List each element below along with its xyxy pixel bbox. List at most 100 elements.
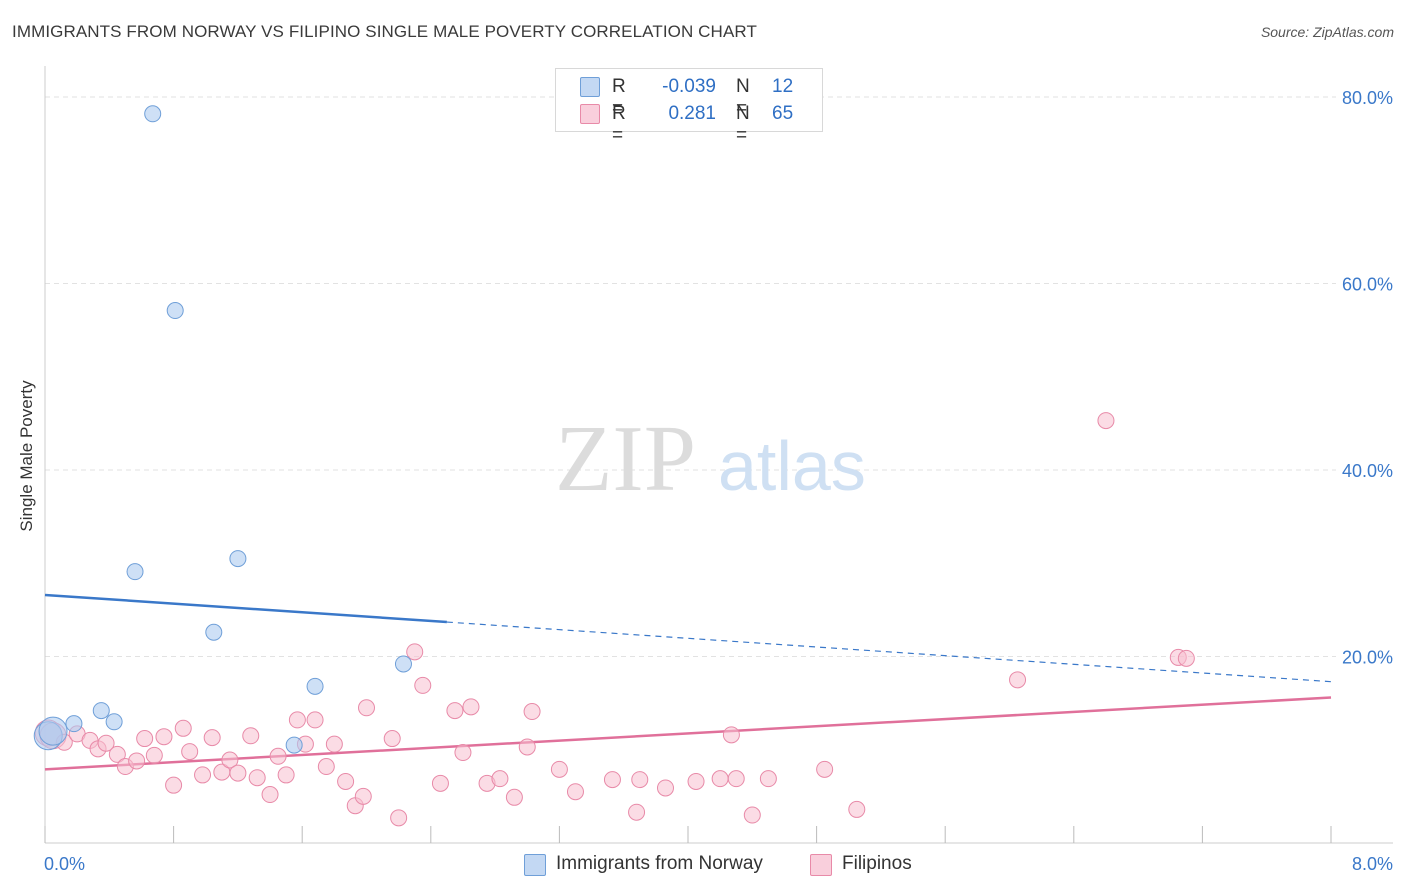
filipino-point bbox=[603, 771, 621, 789]
filipino-point bbox=[1177, 649, 1195, 667]
filipino-point bbox=[727, 770, 745, 788]
n-value: 65 bbox=[772, 103, 794, 124]
norway-point bbox=[285, 736, 303, 754]
filipino-point bbox=[165, 776, 183, 794]
axes bbox=[44, 66, 1393, 844]
norway-swatch bbox=[580, 77, 600, 97]
filipino-point bbox=[711, 770, 729, 788]
series-legend: Immigrants from Norway Filipinos bbox=[0, 852, 1406, 878]
filipino-point bbox=[656, 779, 674, 797]
filipino-point bbox=[687, 772, 705, 790]
filipino-point bbox=[261, 786, 279, 804]
norway-point bbox=[126, 563, 144, 581]
filipino-point bbox=[722, 726, 740, 744]
correlation-legend: R = -0.039 N = 12 R = 0.281 N = 65 bbox=[555, 68, 823, 146]
n-label: N = bbox=[736, 76, 750, 119]
filipino-point bbox=[1009, 671, 1027, 689]
norway-point bbox=[166, 302, 184, 320]
filipino-point bbox=[550, 760, 568, 778]
filipino-point bbox=[194, 766, 212, 784]
norway-trend-line-extension bbox=[446, 621, 1332, 683]
legend-label: Filipinos bbox=[842, 853, 912, 874]
watermark-atlas: atlas bbox=[718, 427, 866, 505]
filipino-point bbox=[383, 730, 401, 748]
filipino-point bbox=[306, 711, 324, 729]
norway-point bbox=[205, 623, 223, 641]
grid-lines bbox=[45, 96, 1336, 657]
y-tick-label: 20.0% bbox=[1342, 648, 1393, 668]
y-tick-label: 40.0% bbox=[1342, 461, 1393, 481]
filipino-point bbox=[358, 699, 375, 717]
filipino-point bbox=[248, 769, 266, 787]
y-tick-label: 80.0% bbox=[1342, 88, 1393, 108]
filipino-point bbox=[354, 787, 372, 805]
chart-title: IMMIGRANTS FROM NORWAY VS FILIPINO SINGL… bbox=[12, 22, 757, 41]
filipino-point bbox=[628, 803, 646, 821]
filipino-point bbox=[229, 764, 247, 782]
filipino-point bbox=[97, 734, 115, 752]
tick-labels: 20.0% 40.0% 60.0% 80.0% 0.0% 8.0% bbox=[44, 88, 1393, 874]
filipino-point bbox=[816, 760, 834, 778]
filipino-point bbox=[288, 711, 306, 729]
filipino-point bbox=[523, 703, 541, 721]
norway-point bbox=[92, 702, 110, 720]
r-label: R = bbox=[612, 103, 626, 146]
trend-lines bbox=[44, 593, 1332, 771]
y-axis-label: Single Male Poverty bbox=[17, 380, 36, 532]
filipino-point bbox=[848, 800, 866, 818]
filipino-point bbox=[631, 771, 649, 789]
filipino-point bbox=[221, 751, 239, 769]
filipino-point bbox=[446, 702, 464, 720]
filipino-point bbox=[518, 738, 536, 756]
filipino-point bbox=[128, 752, 146, 770]
filipino-point bbox=[145, 746, 163, 764]
watermark-zip: ZIP bbox=[555, 407, 696, 511]
filipino-point bbox=[390, 809, 408, 827]
n-value: 12 bbox=[772, 76, 794, 97]
filipino-swatch bbox=[810, 854, 832, 876]
filipino-point bbox=[462, 698, 480, 716]
x-tick-label: 0.0% bbox=[44, 854, 85, 874]
filipino-point bbox=[566, 783, 584, 801]
x-tick-label: 8.0% bbox=[1352, 854, 1393, 874]
filipino-point bbox=[454, 744, 472, 762]
norway-point bbox=[229, 550, 247, 568]
filipino-point bbox=[317, 758, 335, 776]
r-value: 0.281 bbox=[668, 103, 716, 124]
data-points bbox=[33, 105, 1195, 827]
filipino-point bbox=[743, 806, 761, 824]
filipino-point bbox=[277, 766, 295, 784]
filipino-point bbox=[325, 735, 343, 753]
n-label: N = bbox=[736, 103, 750, 146]
norway-swatch bbox=[524, 854, 546, 876]
filipino-point bbox=[406, 643, 424, 661]
norway-point bbox=[105, 713, 123, 731]
r-value: -0.039 bbox=[662, 76, 716, 97]
norway-point bbox=[38, 716, 68, 746]
filipino-point bbox=[337, 772, 355, 790]
filipino-point bbox=[203, 729, 221, 747]
filipino-point bbox=[108, 745, 126, 763]
filipino-point bbox=[505, 788, 523, 806]
r-label: R = bbox=[612, 76, 626, 119]
norway-point bbox=[394, 655, 412, 673]
filipino-point bbox=[269, 747, 287, 765]
norway-trend-line bbox=[44, 593, 447, 624]
norway-point bbox=[144, 105, 162, 123]
norway-point bbox=[306, 677, 324, 695]
norway-point bbox=[65, 715, 83, 733]
legend-label: Immigrants from Norway bbox=[556, 853, 763, 874]
filipino-point bbox=[1097, 412, 1115, 430]
filipino-point bbox=[414, 676, 432, 694]
filipino-point bbox=[174, 719, 192, 737]
source-credit: Source: ZipAtlas.com bbox=[1260, 24, 1394, 40]
filipino-point bbox=[155, 728, 173, 746]
filipino-swatch bbox=[580, 104, 600, 124]
filipino-point bbox=[491, 770, 509, 788]
watermark: ZIP atlas bbox=[555, 407, 866, 511]
filipino-point bbox=[181, 743, 199, 761]
y-tick-label: 60.0% bbox=[1342, 275, 1393, 295]
filipino-trend-line bbox=[44, 696, 1332, 771]
filipino-point bbox=[759, 770, 777, 788]
